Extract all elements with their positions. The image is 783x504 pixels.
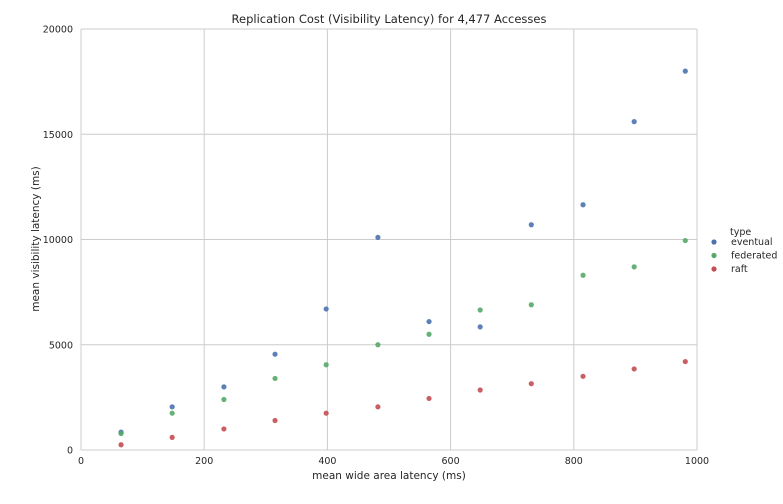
- data-point-federated: [118, 430, 124, 437]
- data-point-eventual: [426, 318, 432, 325]
- data-points: [118, 68, 688, 448]
- x-axis-label: mean wide area latency (ms): [312, 470, 466, 482]
- data-point-federated: [477, 307, 483, 313]
- x-tick-label: 400: [318, 456, 336, 467]
- y-tick-label: 10000: [43, 235, 73, 246]
- data-point-eventual: [528, 222, 534, 228]
- data-point-federated: [426, 331, 432, 337]
- data-point-federated: [682, 237, 688, 244]
- data-point-eventual: [631, 119, 637, 125]
- y-axis-label: mean visibility latency (ms): [30, 166, 42, 312]
- data-point-raft: [528, 381, 534, 387]
- data-point-raft: [118, 442, 124, 448]
- x-tick-label: 1000: [685, 456, 709, 467]
- y-tick-label: 0: [67, 446, 73, 457]
- data-point-raft: [169, 434, 175, 440]
- x-tick-label: 0: [78, 456, 84, 467]
- data-point-federated: [580, 272, 586, 278]
- data-point-raft: [682, 358, 688, 365]
- grid: [80, 28, 698, 451]
- data-point-eventual: [272, 351, 278, 357]
- legend-marker-eventual: [711, 239, 717, 245]
- data-point-federated: [631, 264, 637, 270]
- data-point-raft: [426, 395, 432, 402]
- legend-label-federated: federated: [731, 251, 777, 262]
- legend-title: type: [730, 227, 751, 238]
- data-point-eventual: [169, 404, 175, 410]
- legend-label-raft: raft: [731, 264, 748, 275]
- data-point-eventual: [580, 202, 586, 208]
- y-tick-label: 20000: [43, 25, 73, 36]
- data-point-eventual: [477, 324, 483, 330]
- legend-marker-federated: [711, 252, 717, 259]
- chart-title: Replication Cost (Visibility Latency) fo…: [232, 12, 547, 26]
- x-tick-label: 800: [565, 456, 583, 467]
- data-point-raft: [272, 417, 278, 424]
- data-point-raft: [631, 366, 637, 372]
- data-point-eventual: [682, 68, 688, 74]
- legend-marker-raft: [711, 266, 717, 272]
- y-tick-label: 5000: [49, 340, 73, 351]
- data-point-raft: [375, 404, 381, 410]
- data-point-federated: [375, 342, 381, 348]
- data-point-eventual: [375, 234, 381, 240]
- data-point-federated: [221, 396, 227, 403]
- data-point-federated: [528, 302, 534, 308]
- data-point-raft: [323, 410, 329, 416]
- data-point-raft: [477, 387, 483, 393]
- data-point-eventual: [221, 384, 227, 390]
- legend: type eventual federated raft: [711, 227, 777, 275]
- data-point-raft: [221, 426, 227, 432]
- data-point-federated: [169, 410, 175, 416]
- x-tick-label: 200: [195, 456, 213, 467]
- data-point-eventual: [323, 306, 329, 312]
- data-point-federated: [272, 375, 278, 382]
- x-tick-label: 600: [442, 456, 460, 467]
- data-point-federated: [323, 362, 329, 368]
- data-point-raft: [580, 373, 586, 379]
- y-tick-label: 15000: [43, 130, 73, 141]
- legend-label-eventual: eventual: [731, 237, 773, 248]
